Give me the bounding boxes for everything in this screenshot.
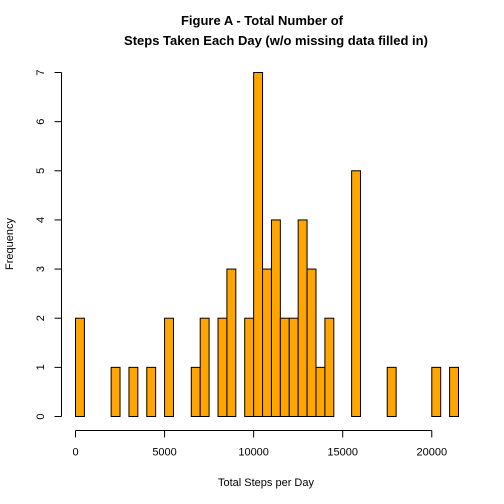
histogram-bar [386,366,397,417]
chart-title-line-2: Steps Taken Each Day (w/o missing data f… [124,33,428,48]
y-axis-label: Frequency [4,218,16,270]
histogram-bar [262,268,272,417]
histogram-bar [279,317,290,417]
histogram-bar [164,317,174,417]
y-tick-label: 1 [35,364,47,370]
x-tick-label: 20000 [416,447,447,459]
histogram-bar [270,219,281,417]
histogram-bar [288,317,299,417]
x-tick-label: 5000 [152,447,176,459]
chart-title-line-1: Figure A - Total Number of [181,13,344,28]
histogram-bar [226,268,237,417]
y-tick-label: 4 [35,217,47,223]
y-tick-label: 7 [35,69,47,75]
histogram-bar [324,317,335,417]
histogram-bar [297,219,308,417]
histogram-bars [75,72,459,417]
y-tick-label: 3 [35,266,47,272]
x-tick-label: 10000 [238,447,269,459]
histogram-bar [253,72,264,417]
histogram-bar [351,170,362,417]
histogram-bar [110,366,121,417]
x-axis: 0 5000 10000 15000 20000 [72,430,447,459]
histogram-bar [190,366,201,417]
histogram-bar [315,366,326,417]
histogram-bar [449,366,459,417]
histogram-bar [146,366,157,417]
histogram-bar [431,366,442,417]
histogram-bar [128,366,139,417]
x-tick-label: 15000 [327,447,358,459]
y-tick-label: 5 [35,168,47,174]
y-tick-label: 6 [35,119,47,125]
histogram-bar [244,317,255,417]
histogram-bar [75,317,85,417]
histogram-bar [306,268,317,417]
x-tick-label: 0 [72,447,78,459]
y-axis: 0 1 2 3 4 5 6 7 [35,69,62,420]
y-tick-label: 0 [35,413,47,419]
histogram-bar [199,317,210,417]
y-tick-label: 2 [35,315,47,321]
histogram-bar [217,317,228,417]
x-axis-label: Total Steps per Day [218,477,314,489]
